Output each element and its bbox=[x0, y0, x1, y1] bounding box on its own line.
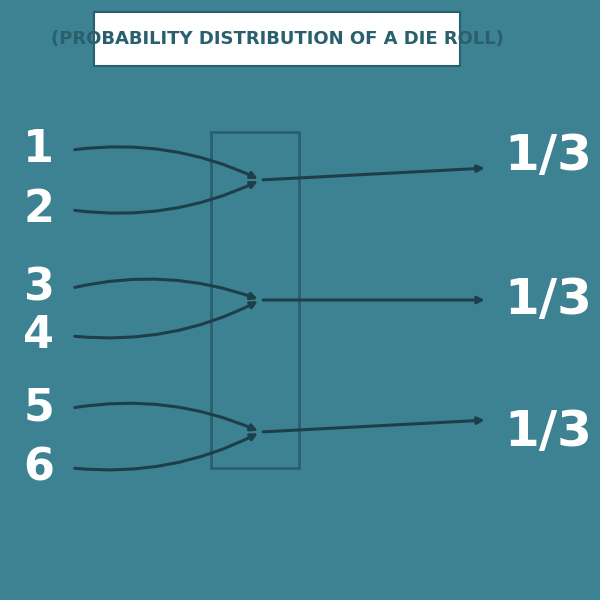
Text: 1/3: 1/3 bbox=[504, 276, 592, 324]
Text: 2: 2 bbox=[23, 188, 54, 232]
Text: 1/3: 1/3 bbox=[504, 408, 592, 456]
Text: 1/3: 1/3 bbox=[504, 132, 592, 180]
Text: (PROBABILITY DISTRIBUTION OF A DIE ROLL): (PROBABILITY DISTRIBUTION OF A DIE ROLL) bbox=[50, 30, 503, 48]
Text: 6: 6 bbox=[23, 446, 54, 490]
FancyBboxPatch shape bbox=[94, 12, 460, 66]
Text: 5: 5 bbox=[23, 386, 54, 430]
Text: 3: 3 bbox=[23, 266, 54, 310]
Text: 1: 1 bbox=[23, 128, 54, 172]
Text: 4: 4 bbox=[23, 314, 54, 358]
